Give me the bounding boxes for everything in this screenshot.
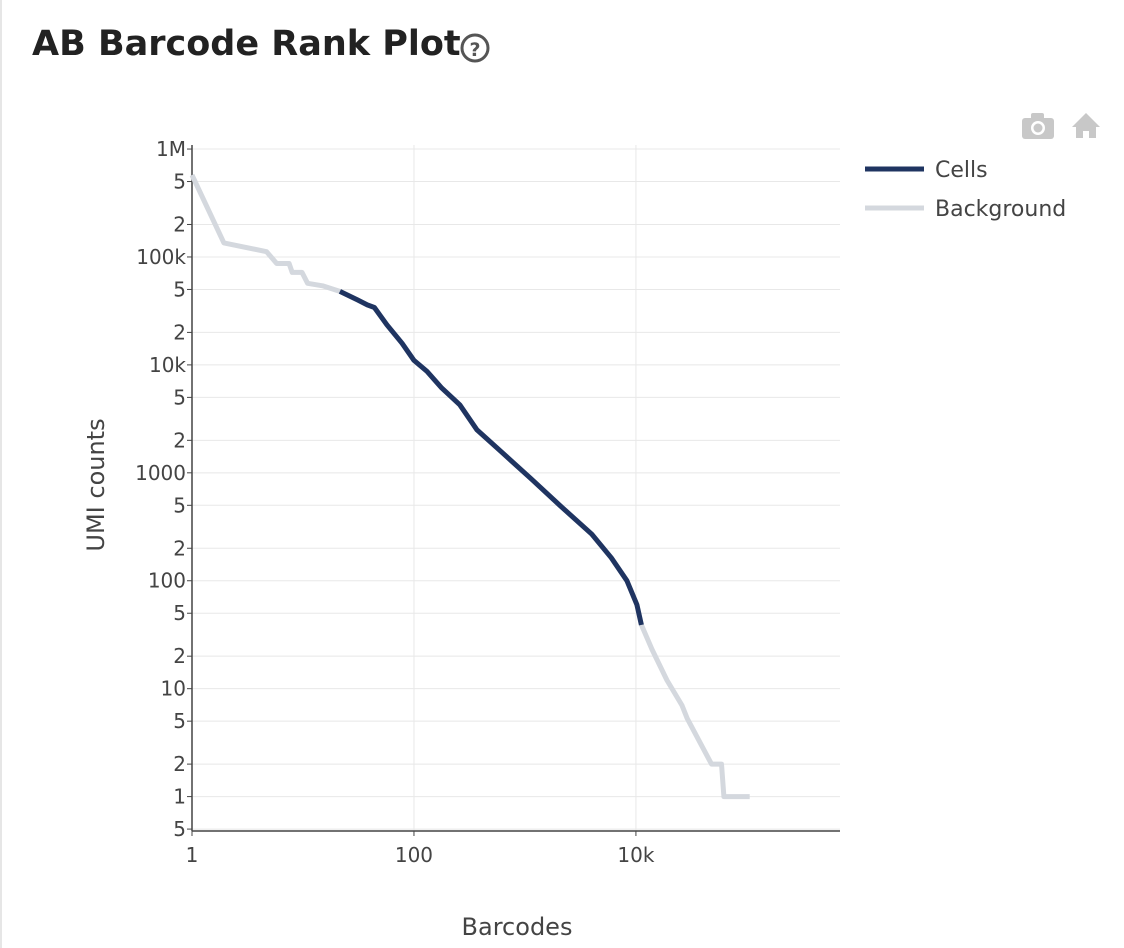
y-tick-label: 5 (173, 385, 186, 409)
y-tick-label: 5 (173, 601, 186, 625)
y-tick-label: 1 (173, 785, 186, 809)
y-tick-label: 5 (173, 277, 186, 301)
x-axis-title: Barcodes (462, 913, 573, 941)
series-line (189, 173, 750, 800)
y-tick-label: 10 (161, 677, 186, 701)
help-icon[interactable]: ? (460, 33, 490, 63)
y-tick-label: 100k (136, 245, 186, 269)
y-tick-label: 2 (173, 320, 186, 344)
home-button[interactable] (1072, 113, 1100, 138)
y-tick-label: 5 (173, 493, 186, 517)
y-tick-label: 2 (173, 212, 186, 236)
y-tick-label: 10k (149, 353, 186, 377)
y-tick-label: 5 (173, 170, 186, 194)
chart-title: AB Barcode Rank Plot (32, 24, 461, 64)
legend-label: Background (935, 197, 1066, 222)
y-tick-label: 2 (173, 644, 186, 668)
series-line (338, 289, 644, 626)
y-tick-label: 2 (173, 752, 186, 776)
x-tick-label: 100 (395, 843, 433, 867)
camera-button[interactable] (1022, 113, 1054, 139)
y-tick-label: 1000 (135, 461, 186, 485)
y-tick-label: 2 (173, 536, 186, 560)
svg-text:?: ? (469, 39, 480, 61)
y-axis-title: UMI counts (82, 418, 110, 551)
x-tick-label: 1 (186, 843, 199, 867)
y-tick-label: 5 (173, 709, 186, 733)
y-tick-label: 5 (173, 817, 186, 841)
y-tick-label: 100 (148, 569, 186, 593)
legend-label: Cells (935, 158, 988, 183)
y-tick-label: 2 (173, 428, 186, 452)
x-tick-label: 10k (617, 843, 654, 867)
y-tick-label: 1M (156, 137, 186, 161)
